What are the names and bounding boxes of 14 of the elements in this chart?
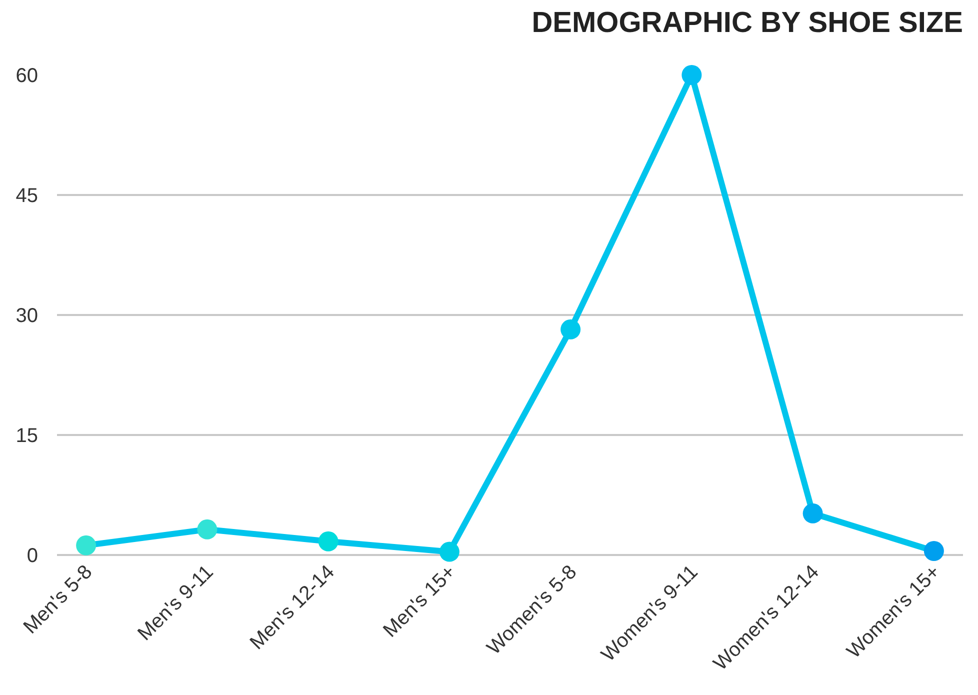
y-tick-label: 60 (16, 65, 38, 87)
y-tick-label: 45 (16, 185, 38, 207)
chart-title: DEMOGRAPHIC BY SHOE SIZE (532, 7, 963, 40)
point (924, 541, 944, 561)
point (76, 535, 96, 556)
point (560, 319, 581, 340)
point (682, 65, 702, 85)
point (318, 531, 338, 552)
y-tick-label: 0 (26, 545, 38, 567)
point (197, 519, 218, 540)
y-tick-label: 30 (16, 305, 38, 327)
y-tick-label: 15 (16, 425, 38, 447)
point (802, 503, 823, 524)
point (439, 542, 460, 562)
